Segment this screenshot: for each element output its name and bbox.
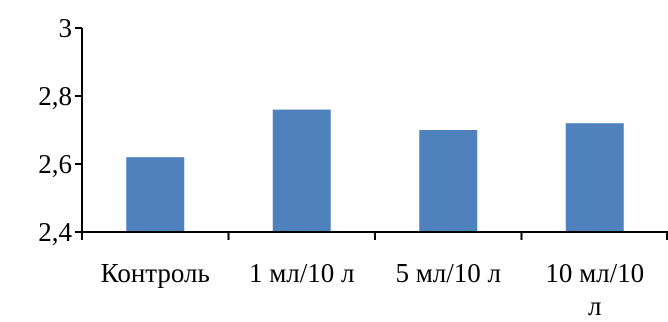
bar bbox=[126, 157, 185, 232]
y-tick-label: 2,6 bbox=[38, 149, 72, 179]
x-category-label-line: 10 мл/10 bbox=[545, 258, 644, 288]
x-category-label-line: 1 мл/10 л bbox=[249, 258, 355, 288]
x-category-label: 10 мл/10 л bbox=[545, 258, 644, 321]
x-category-label: Контроль bbox=[101, 258, 210, 288]
y-tick-label: 3 bbox=[59, 13, 73, 43]
bar bbox=[419, 130, 478, 232]
bar bbox=[565, 123, 624, 232]
bars bbox=[126, 109, 624, 232]
y-tick-label: 2,4 bbox=[38, 217, 72, 247]
x-category-label-line: л bbox=[588, 291, 601, 321]
x-category-label-line: 5 мл/10 л bbox=[395, 258, 501, 288]
y-tick-label: 2,8 bbox=[38, 81, 72, 111]
x-category-label: 1 мл/10 л bbox=[249, 258, 355, 288]
x-category-label-line: Контроль bbox=[101, 258, 210, 288]
x-axis: Контроль 1 мл/10 л 5 мл/10 л 10 мл/10 л bbox=[81, 231, 668, 321]
y-axis: 2,4 2,6 2,8 3 bbox=[38, 13, 83, 247]
bar bbox=[272, 109, 331, 232]
x-category-label: 5 мл/10 л bbox=[395, 258, 501, 288]
